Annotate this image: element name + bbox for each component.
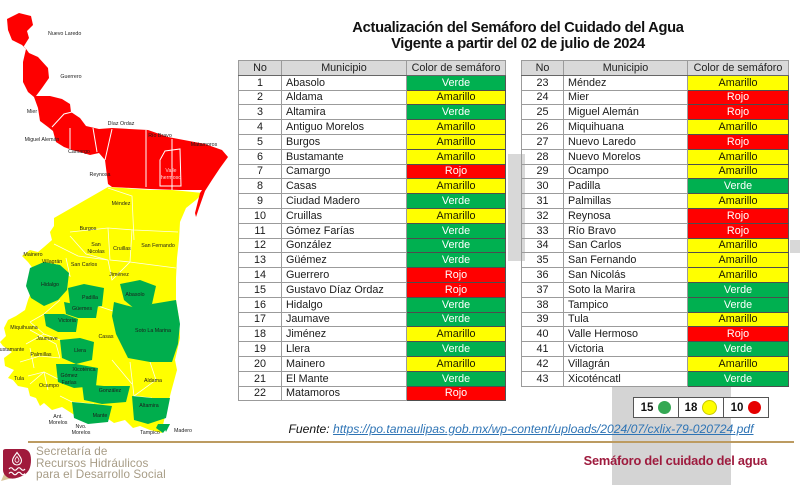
svg-text:Nuevo Laredo: Nuevo Laredo: [48, 31, 81, 37]
svg-text:Ant.: Ant.: [53, 414, 62, 420]
svg-text:Matamoros: Matamoros: [191, 142, 218, 148]
svg-text:San Fernando: San Fernando: [141, 243, 175, 249]
svg-text:Burgos: Burgos: [80, 226, 97, 232]
svg-text:Morelos: Morelos: [72, 430, 91, 436]
svg-text:Palmillas: Palmillas: [30, 352, 52, 358]
svg-text:Altamira: Altamira: [139, 403, 158, 409]
svg-text:Gómez: Gómez: [60, 373, 77, 379]
svg-text:Farías: Farías: [61, 380, 76, 386]
svg-text:Victoria: Victoria: [58, 318, 76, 324]
svg-text:Cruillas: Cruillas: [113, 246, 131, 252]
svg-text:Xicoténca: Xicoténca: [72, 367, 95, 373]
svg-text:Tampico: Tampico: [140, 430, 160, 436]
svg-text:Camargo: Camargo: [68, 149, 90, 155]
svg-text:Ocampo: Ocampo: [39, 383, 59, 389]
svg-text:Hidalgo: Hidalgo: [41, 282, 59, 288]
svg-text:Nvo.: Nvo.: [76, 424, 87, 430]
svg-text:Valle: Valle: [165, 168, 176, 174]
svg-text:Díaz Ordaz: Díaz Ordaz: [108, 121, 135, 127]
svg-text:Mante: Mante: [93, 413, 108, 419]
svg-text:Madero: Madero: [174, 428, 192, 434]
svg-text:Méndez: Méndez: [112, 201, 131, 207]
svg-text:Miguel Alemán: Miguel Alemán: [25, 137, 60, 143]
svg-text:Guerrero: Guerrero: [60, 74, 81, 80]
svg-text:San: San: [91, 242, 100, 248]
svg-text:Güemes: Güemes: [72, 306, 92, 312]
svg-text:ustamante: ustamante: [0, 347, 24, 353]
svg-text:Padilla: Padilla: [82, 295, 98, 301]
svg-text:Tula: Tula: [14, 376, 24, 382]
svg-text:Soto La Marina: Soto La Marina: [135, 328, 171, 334]
svg-text:Aldama: Aldama: [144, 378, 162, 384]
svg-text:Río Bravo: Río Bravo: [148, 133, 172, 139]
svg-text:Nicolas: Nicolas: [87, 249, 105, 255]
svg-text:Jiménez: Jiménez: [109, 272, 129, 278]
svg-text:Morelos: Morelos: [49, 420, 68, 426]
svg-text:San Carlos: San Carlos: [71, 262, 98, 268]
svg-text:Abasolo: Abasolo: [125, 292, 144, 298]
svg-text:Mainero: Mainero: [23, 252, 42, 258]
svg-text:Mier: Mier: [27, 109, 38, 115]
svg-text:Villagrán: Villagrán: [42, 259, 63, 265]
svg-text:Jaumave: Jaumave: [36, 336, 58, 342]
svg-text:Casas: Casas: [98, 334, 113, 340]
svg-text:Miquihuana: Miquihuana: [10, 325, 37, 331]
svg-text:González: González: [99, 388, 122, 394]
svg-text:hermoso: hermoso: [161, 175, 181, 181]
svg-text:Llera: Llera: [74, 348, 86, 354]
svg-text:Reynosa: Reynosa: [90, 172, 111, 178]
